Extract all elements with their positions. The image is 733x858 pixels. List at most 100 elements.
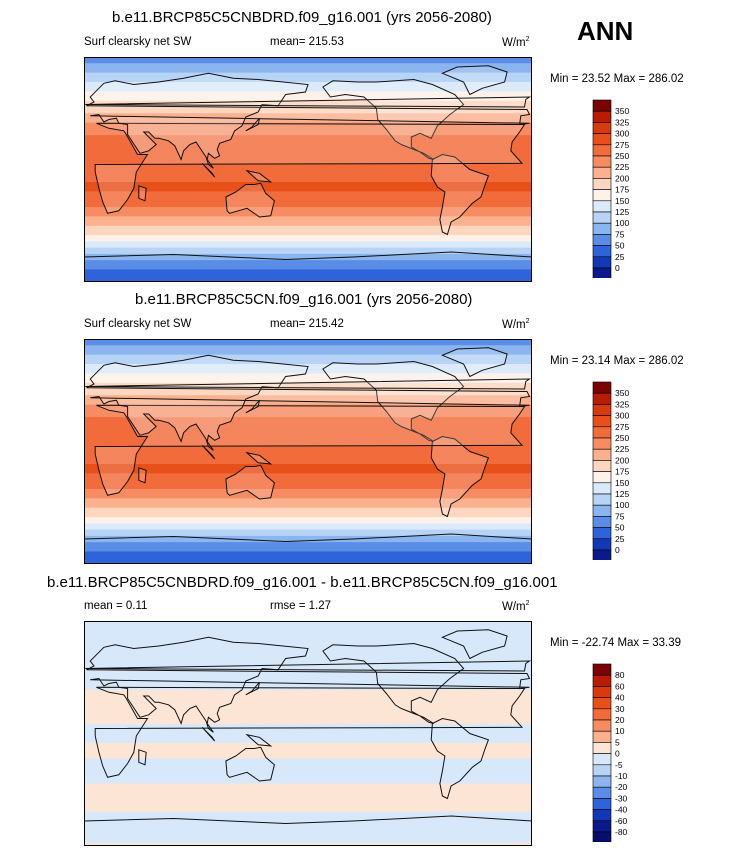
legend-tick-label: -5 <box>615 760 623 770</box>
legend-swatch <box>592 415 612 428</box>
legend-tick-label: 20 <box>615 715 625 725</box>
legend-swatch <box>592 99 612 112</box>
panel-1-mean-label: mean= 215.53 <box>270 36 344 48</box>
legend-tick-label: 125 <box>615 489 629 499</box>
legend-swatch <box>592 697 612 710</box>
legend-tick-label: 150 <box>615 478 629 488</box>
legend-tick-label: 80 <box>615 670 625 680</box>
legend-tick-label: 175 <box>615 467 629 477</box>
panel-3-units: W/m2 <box>502 600 530 613</box>
legend-swatch <box>592 482 612 495</box>
legend-swatch <box>592 527 612 540</box>
legend-swatch <box>592 742 612 754</box>
legend-tick-label: 0 <box>615 545 620 555</box>
legend-swatch <box>592 820 612 833</box>
map-frame <box>84 621 532 846</box>
legend-tick-label: 25 <box>615 534 625 544</box>
legend-swatch <box>592 144 612 157</box>
legend-swatch <box>592 256 612 269</box>
legend-swatch <box>592 516 612 528</box>
map-bands <box>84 57 532 282</box>
legend-tick-label: 30 <box>615 704 625 714</box>
legend-tick-label: -20 <box>615 782 628 792</box>
legend-tick-label: 300 <box>615 411 629 421</box>
legend-swatch <box>592 719 612 732</box>
legend-swatch <box>592 110 612 123</box>
legend-swatch <box>592 234 612 246</box>
panel-1-title: b.e11.BRCP85C5CNBDRD.f09_g16.001 (yrs 20… <box>112 9 492 26</box>
legend-swatch <box>592 426 612 439</box>
map-coastlines <box>84 629 532 825</box>
legend-swatch <box>592 166 612 179</box>
map-coastlines <box>84 347 532 543</box>
legend-swatch <box>592 753 612 766</box>
panel-2-units: W/m2 <box>502 318 530 331</box>
legend-tick-label: 275 <box>615 140 629 150</box>
legend-tick-label: 250 <box>615 151 629 161</box>
legend-tick-label: 100 <box>615 218 629 228</box>
legend-tick-label: 50 <box>615 241 625 251</box>
legend-swatch <box>592 686 612 698</box>
legend-tick-label: 200 <box>615 173 629 183</box>
legend-swatch <box>592 471 612 484</box>
legend-tick-label: 40 <box>615 693 625 703</box>
legend-tick-label: -80 <box>615 827 628 837</box>
legend-tick-label: -60 <box>615 816 628 826</box>
legend-swatch <box>592 764 612 777</box>
panel-2-title: b.e11.BRCP85C5CN.f09_g16.001 (yrs 2056-2… <box>135 291 473 308</box>
panel-2-map <box>84 339 532 564</box>
panel-3-rmse-label: rmse = 1.27 <box>270 600 332 612</box>
legend-tick-label: 250 <box>615 433 629 443</box>
panel-3-minmax: Min = -22.74 Max = 33.39 <box>550 637 682 649</box>
legend-tick-label: 225 <box>615 444 629 454</box>
legend-tick-label: -40 <box>615 805 628 815</box>
legend-tick-label: 300 <box>615 129 629 139</box>
panel-1-variable-label: Surf clearsky net SW <box>84 36 192 48</box>
legend-swatch <box>592 200 612 213</box>
legend-tick-label: 0 <box>615 749 620 759</box>
panel-2-mean-label: mean= 215.42 <box>270 318 344 330</box>
legend-swatch <box>592 448 612 461</box>
legend-tick-label: 50 <box>615 523 625 533</box>
legend-tick-label: 125 <box>615 207 629 217</box>
legend-swatch <box>592 155 612 168</box>
season-label: ANN <box>577 16 634 46</box>
legend-swatch <box>592 538 612 551</box>
legend-swatch <box>592 798 612 810</box>
legend-tick-label: 10 <box>615 726 625 736</box>
legend-swatch <box>592 549 612 560</box>
legend-swatch <box>592 392 612 405</box>
panel-1-minmax: Min = 23.52 Max = 286.02 <box>550 73 684 85</box>
legend-swatch <box>592 708 612 721</box>
panel-1-units: W/m2 <box>502 36 530 49</box>
legend-tick-label: 275 <box>615 422 629 432</box>
legend-swatch <box>592 245 612 258</box>
legend-tick-label: -30 <box>615 793 628 803</box>
legend-tick-label: 150 <box>615 196 629 206</box>
legend-swatch <box>592 222 612 235</box>
legend-swatch <box>592 504 612 517</box>
legend-tick-label: 60 <box>615 681 625 691</box>
legend-swatch <box>592 178 612 190</box>
legend-swatch <box>592 786 612 799</box>
legend-tick-label: 75 <box>615 229 625 239</box>
legend-swatch <box>592 730 612 743</box>
map-frame <box>84 339 532 564</box>
legend-swatch <box>592 189 612 202</box>
legend-swatch <box>592 493 612 506</box>
panel-3-map <box>84 621 532 846</box>
legend-swatch <box>592 775 612 788</box>
legend-swatch <box>592 122 612 134</box>
legend-swatch <box>592 404 612 416</box>
panel-3-title: b.e11.BRCP85C5CNBDRD.f09_g16.001 - b.e11… <box>47 574 558 591</box>
map-frame <box>84 57 532 282</box>
legend-tick-label: 350 <box>615 388 629 398</box>
legend-swatch <box>592 267 612 278</box>
legend-tick-label: 75 <box>615 511 625 521</box>
legend-tick-label: 325 <box>615 117 629 127</box>
map-bands <box>84 339 532 564</box>
panel-1-map <box>84 57 532 282</box>
legend-tick-label: -10 <box>615 771 628 781</box>
